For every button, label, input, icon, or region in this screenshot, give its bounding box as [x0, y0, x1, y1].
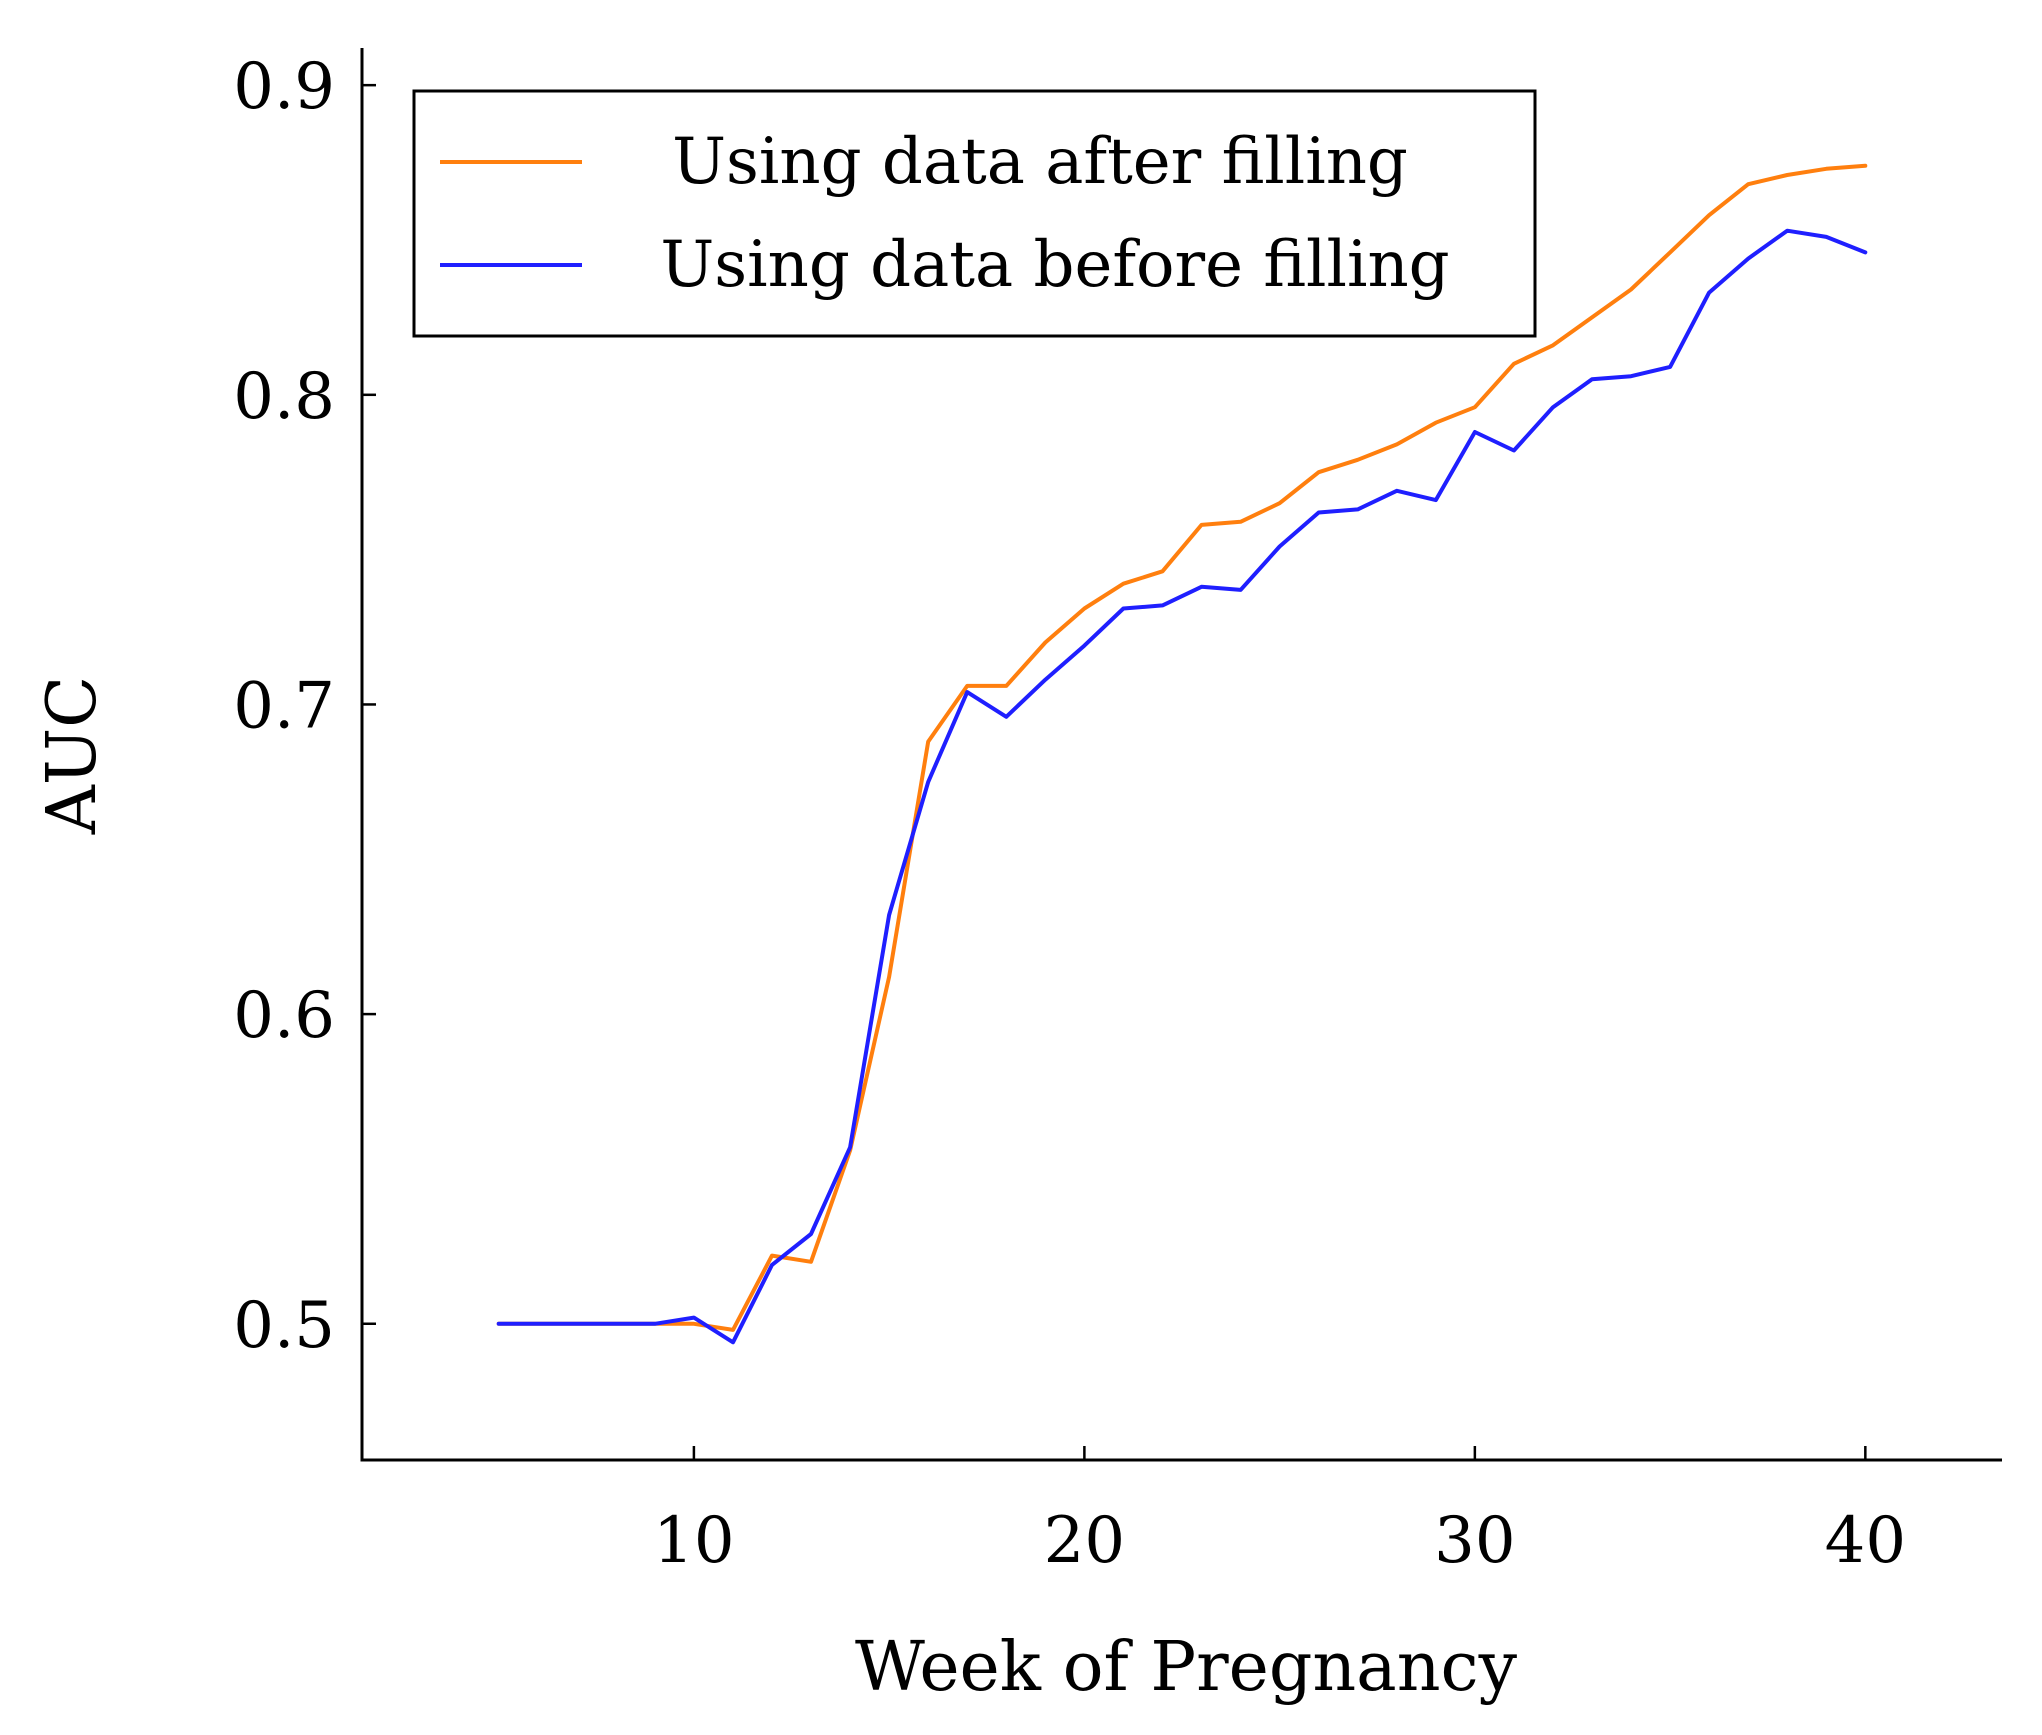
y-tick-label: 0.9: [233, 50, 335, 124]
x-tick-label: 30: [1434, 1504, 1515, 1578]
series-layer: [496, 163, 1868, 1345]
ticks: 10 20 30 40 0.5 0.6 0.7 0.8 0.9: [233, 50, 1906, 1578]
x-tick-label: 20: [1044, 1504, 1125, 1578]
x-tick-label: 10: [653, 1504, 734, 1578]
legend-label-before-filling: Using data before filling: [660, 228, 1449, 302]
series-line-using-data-after-filling: [496, 163, 1868, 1332]
series-line-using-data-before-filling: [496, 228, 1868, 1345]
legend: Using data after filling Using data befo…: [412, 89, 1537, 338]
legend-label-after-filling: Using data after filling: [672, 125, 1408, 199]
y-axis-title: AUC: [33, 676, 112, 835]
y-tick-label: 0.6: [233, 979, 335, 1053]
legend-box: [412, 89, 1537, 338]
x-axis-title: Week of Pregnancy: [855, 1628, 1518, 1707]
y-tick-label: 0.8: [233, 360, 335, 434]
axes: [360, 48, 2002, 1462]
y-tick-label: 0.5: [233, 1289, 335, 1363]
x-tick-label: 40: [1825, 1504, 1906, 1578]
y-tick-label: 0.7: [233, 669, 335, 743]
